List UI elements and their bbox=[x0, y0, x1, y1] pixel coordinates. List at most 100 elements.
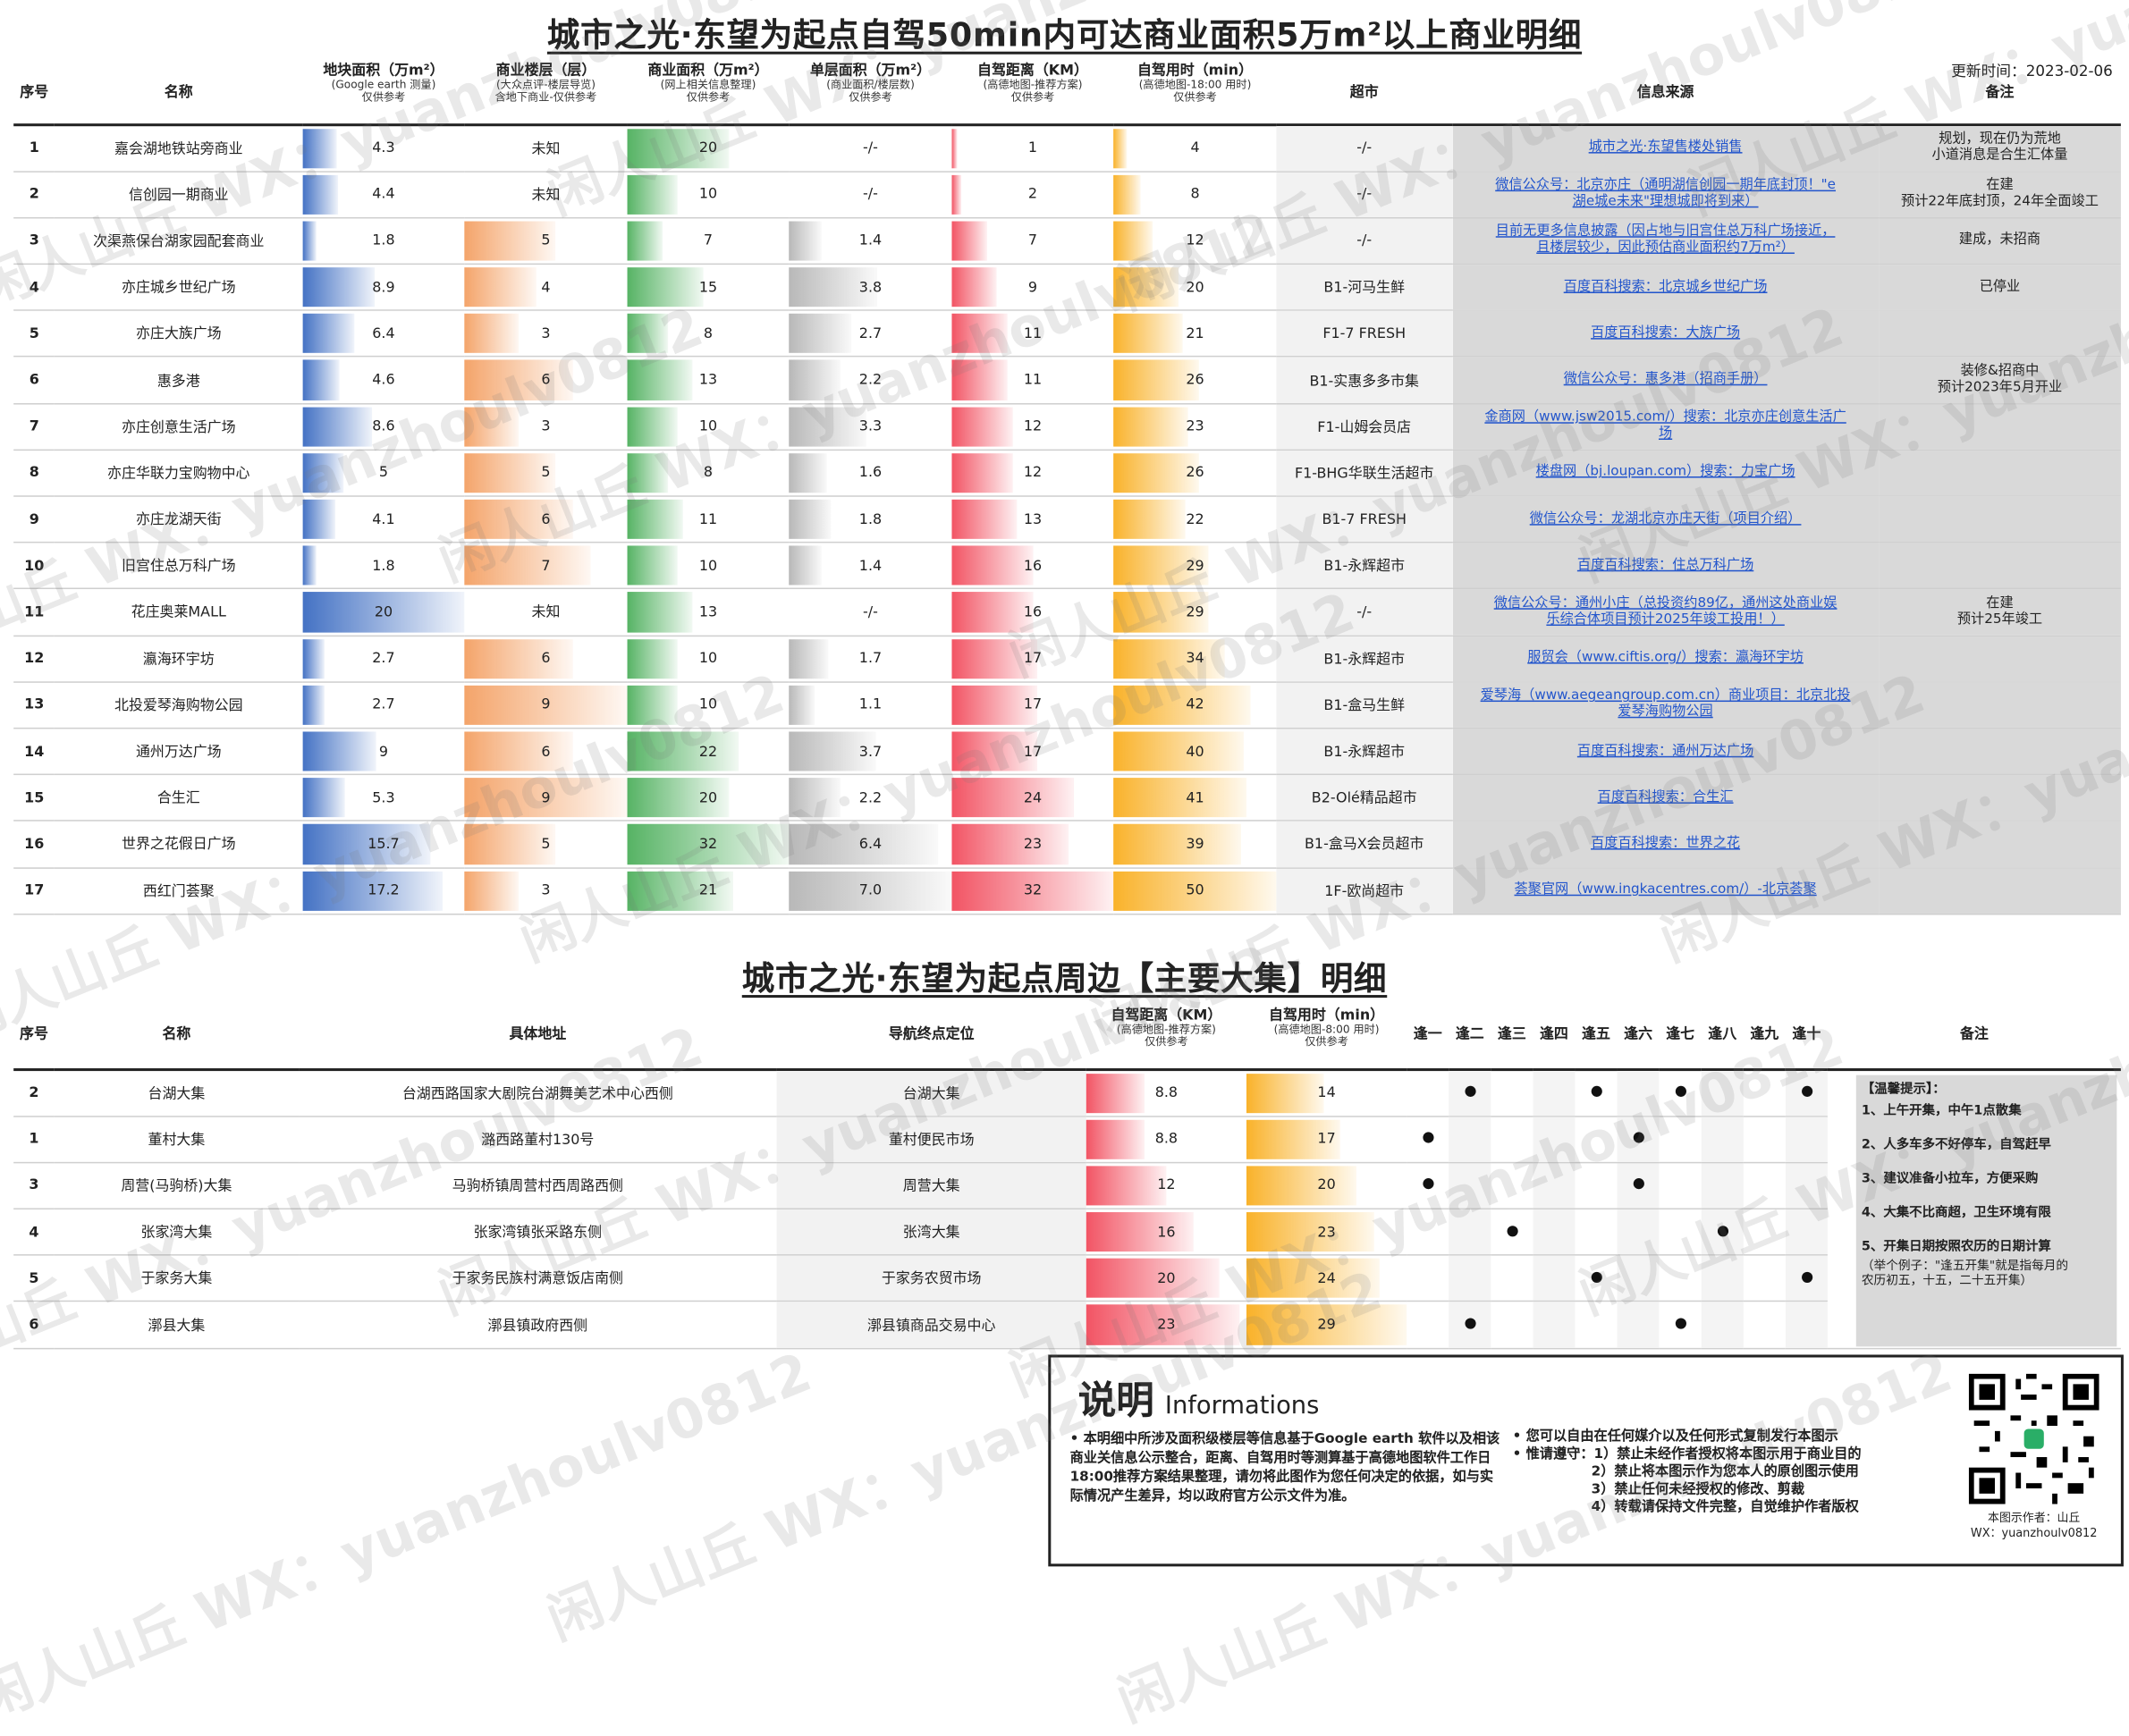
commerce-area-cell-bar bbox=[627, 545, 678, 586]
land-area-cell-value: 8.6 bbox=[372, 418, 395, 435]
source-link[interactable]: 乐综合体项目预计2025年竣工投用！） bbox=[1546, 611, 1785, 628]
drive-time-cell: 26 bbox=[1113, 450, 1277, 497]
drive-time-cell: 8 bbox=[1113, 171, 1277, 219]
source-link[interactable]: 百度百科搜索：住总万科广场 bbox=[1576, 557, 1754, 573]
table-row: 10 旧宫住总万科广场 1.8 7 10 1.4 16 29 B1-永辉超市 百度百科搜索：住总万… bbox=[13, 542, 2121, 590]
source-link[interactable]: 荟聚官网（www.ingkacentres.com/）-北京荟聚 bbox=[1514, 882, 1817, 897]
table-row: 7 亦庄创意生活广场 8.6 3 10 3.3 12 23 F1-山姆会员店 金商网（www.js… bbox=[13, 403, 2121, 451]
tip-4: 4、大集不比商超，卫生环境有限 bbox=[1861, 1205, 2051, 1221]
distance-cell-value: 7 bbox=[1027, 232, 1038, 249]
distance-cell: 12 bbox=[951, 403, 1114, 451]
land-area-cell: 5.3 bbox=[302, 774, 465, 822]
source-link[interactable]: 服贸会（www.ciftis.org/）搜索：瀛海环宇坊 bbox=[1527, 650, 1804, 666]
day-cell bbox=[1575, 1069, 1618, 1117]
source-link[interactable]: 目前无更多信息披露（因占地与旧宫住总万科广场接近， bbox=[1495, 224, 1836, 240]
remark-line: 预计22年底封顶，24年全面竣工 bbox=[1901, 194, 2099, 210]
source-link[interactable]: 金商网（www.jsw2015.com/）搜索：北京亦庄创意生活广 bbox=[1484, 409, 1846, 426]
distance-cell-value: 12 bbox=[1023, 464, 1043, 482]
commerce-area-cell-value: 10 bbox=[698, 650, 718, 667]
source-link[interactable]: 爱琴海购物公园 bbox=[1618, 704, 1713, 721]
source-link[interactable]: 微信公众号：通州小庄（总投资约89亿，通州这处商业娱 bbox=[1493, 595, 1838, 611]
day-cell bbox=[1533, 1162, 1576, 1210]
col2-name: 名称 bbox=[162, 1025, 191, 1043]
market-day-dot bbox=[1422, 1178, 1433, 1190]
col2-day-5: 逢五 bbox=[1582, 1025, 1610, 1043]
floor-area-cell: 2.2 bbox=[789, 774, 952, 822]
day-cell bbox=[1659, 1069, 1702, 1117]
source-link[interactable]: 百度百科搜索：合生汇 bbox=[1597, 789, 1734, 805]
floor-area-cell-value: 6.4 bbox=[858, 836, 883, 853]
table-row: 14 通州万达广场 9 6 22 3.7 17 40 B1-永辉超市 百度百科搜索：通州万达广场 bbox=[13, 728, 2121, 776]
source-link[interactable]: 百度百科搜索：大族广场 bbox=[1591, 325, 1741, 341]
row-nav-target: 张湾大集 bbox=[776, 1209, 1086, 1256]
market-day-dot bbox=[1632, 1178, 1644, 1190]
license-line-1: • 您可以自由在任何媒介以及任何形式复制发行本图示 bbox=[1512, 1428, 1838, 1445]
day-cell bbox=[1491, 1255, 1533, 1302]
row-seq: 14 bbox=[13, 728, 55, 776]
floor-area-cell-value: 1.7 bbox=[858, 650, 883, 667]
source-link[interactable]: 百度百科搜索：世界之花 bbox=[1591, 836, 1741, 851]
commerce-area-cell: 20 bbox=[627, 124, 790, 173]
source-link[interactable]: 且楼层较少，因此预估商业面积约7万m²） bbox=[1536, 240, 1795, 257]
market-day-dot bbox=[1464, 1086, 1475, 1098]
source-cell: 爱琴海（www.aegeangroup.com.cn）商业项目：北京北投 爱琴海购… bbox=[1452, 681, 1880, 729]
distance-cell-bar bbox=[951, 452, 1013, 493]
source-link[interactable]: 场 bbox=[1658, 426, 1673, 442]
remark-cell: 装修&招商中 预计2023年5月开业 bbox=[1879, 357, 2121, 404]
day-cell bbox=[1785, 1116, 1828, 1164]
row-name: 张家湾大集 bbox=[54, 1209, 300, 1256]
land-area-cell: 8.6 bbox=[302, 403, 465, 451]
day-cell bbox=[1617, 1116, 1660, 1164]
source-link[interactable]: 微信公众号：惠多港（招商手册） bbox=[1563, 372, 1768, 387]
row-seq: 11 bbox=[13, 588, 55, 636]
land-area-cell: 9 bbox=[302, 728, 465, 776]
supermarket-cell: B1-永辉超市 bbox=[1276, 635, 1453, 683]
row-name: 亦庄龙湖天街 bbox=[55, 496, 303, 544]
supermarket-cell: B1-实惠多多市集 bbox=[1276, 357, 1453, 404]
col-floors-label: 商业楼层（层） bbox=[495, 62, 596, 80]
distance-cell: 2 bbox=[951, 171, 1114, 219]
distance-cell-bar bbox=[951, 174, 962, 215]
land-area-cell: 1.8 bbox=[302, 542, 465, 590]
remark-cell bbox=[1879, 681, 2121, 729]
floor-area-cell: 3.3 bbox=[789, 403, 952, 451]
floor-area-cell-bar bbox=[789, 314, 852, 354]
drive-time-cell-value: 26 bbox=[1186, 372, 1204, 389]
col-area-label: 商业面积（万m²） bbox=[647, 62, 769, 80]
floor-area-cell: 1.1 bbox=[789, 681, 952, 729]
row-seq: 12 bbox=[13, 635, 55, 683]
source-link[interactable]: 城市之光·东望售楼处销售 bbox=[1588, 139, 1743, 156]
floor-area-cell-bar bbox=[789, 221, 823, 261]
source-link[interactable]: 爱琴海（www.aegeangroup.com.cn）商业项目：北京北投 bbox=[1480, 688, 1851, 704]
distance-cell-value: 17 bbox=[1023, 696, 1043, 713]
drive-time-cell-value: 26 bbox=[1186, 464, 1204, 482]
day-cell bbox=[1659, 1302, 1702, 1349]
distance-cell: 13 bbox=[951, 496, 1114, 544]
supermarket-cell: F1-山姆会员店 bbox=[1276, 403, 1453, 451]
floors-cell-value: 3 bbox=[541, 882, 551, 899]
market-day-dot bbox=[1717, 1225, 1728, 1236]
distance-cell: 16 bbox=[1086, 1209, 1246, 1256]
row-name: 嘉会湖地铁站旁商业 bbox=[55, 124, 303, 173]
drive-time-cell-value: 23 bbox=[1186, 418, 1204, 435]
source-link[interactable]: 微信公众号：北京亦庄（通明湖信创园一期年底封顶！"e bbox=[1495, 178, 1836, 194]
commerce-area-cell-bar bbox=[627, 685, 678, 725]
land-area-cell: 4.6 bbox=[302, 357, 465, 404]
source-link[interactable]: 湖e城e未来"理想城即将到来） bbox=[1572, 194, 1759, 210]
tip-5: 5、开集日期按照农历的日期计算 bbox=[1861, 1239, 2051, 1255]
source-link[interactable]: 微信公众号：龙湖北京亦庄天街（项目介绍） bbox=[1529, 510, 1802, 527]
distance-cell-value: 24 bbox=[1023, 789, 1043, 806]
source-link[interactable]: 楼盘网（bj.loupan.com）搜索：力宝广场 bbox=[1535, 464, 1795, 480]
floors-cell-value: 7 bbox=[541, 557, 551, 574]
day-cell bbox=[1449, 1116, 1491, 1164]
commerce-area-cell: 8 bbox=[627, 450, 790, 497]
source-cell: 金商网（www.jsw2015.com/）搜索：北京亦庄创意生活广场 bbox=[1452, 403, 1880, 451]
distance-cell-bar bbox=[951, 638, 1038, 678]
table-row: 5 亦庄大族广场 6.4 3 8 2.7 11 21 F1-7 FRESH 百度百科搜索：大族广场 bbox=[13, 310, 2121, 358]
floor-area-cell: -/- bbox=[789, 171, 952, 219]
source-link[interactable]: 百度百科搜索：通州万达广场 bbox=[1576, 743, 1754, 759]
source-link[interactable]: 百度百科搜索：北京城乡世纪广场 bbox=[1563, 279, 1768, 294]
row-name: 台湖大集 bbox=[54, 1069, 300, 1117]
remark-cell bbox=[1879, 310, 2121, 358]
day-cell bbox=[1407, 1255, 1449, 1302]
